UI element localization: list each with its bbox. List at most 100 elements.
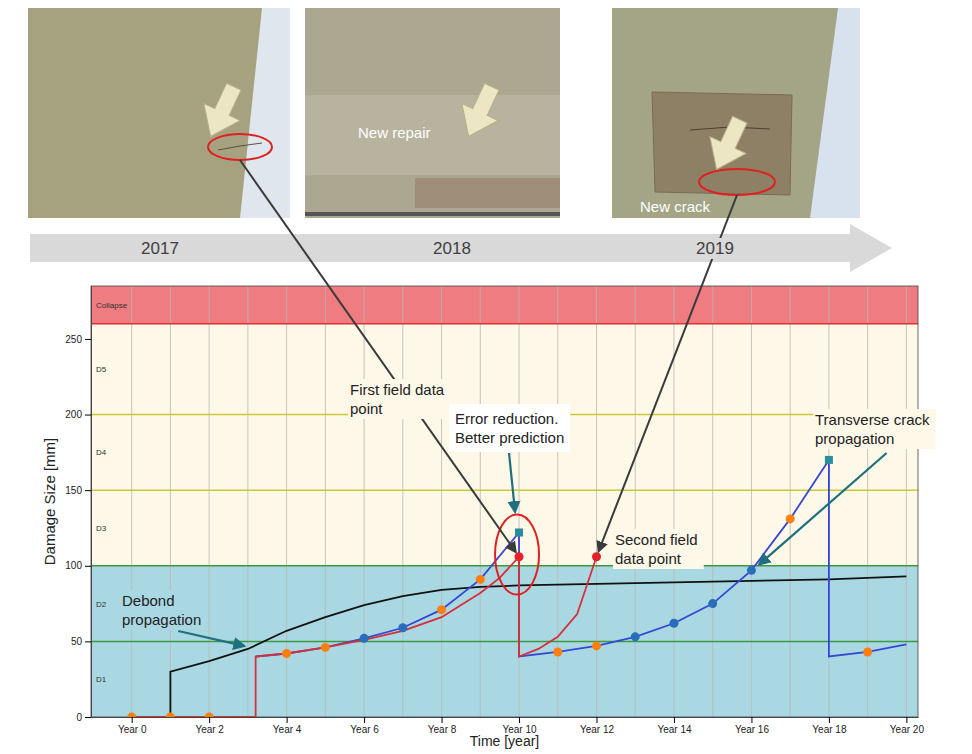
text-line: propagation xyxy=(815,430,894,447)
data-point xyxy=(398,623,407,632)
text-line: First field data xyxy=(350,381,448,398)
pointer-arrow xyxy=(450,78,509,145)
grid-line xyxy=(790,286,791,717)
y-tick: 100 xyxy=(65,560,91,571)
text-line: Better prediction xyxy=(455,429,564,446)
band-label: D5 xyxy=(96,365,107,374)
photo-band xyxy=(305,95,560,175)
x-tick: Year 12 xyxy=(580,717,615,735)
tick-label: Year 6 xyxy=(350,724,379,735)
x-tick: Year 6 xyxy=(350,717,379,735)
annotation-arrow xyxy=(509,453,515,512)
tick-label: Year 20 xyxy=(890,724,925,735)
tick-mark xyxy=(751,717,752,723)
highlight-ellipse xyxy=(699,169,775,195)
y-tick: 200 xyxy=(65,409,91,420)
grid-line xyxy=(170,286,171,717)
photo-caption: New repair xyxy=(358,124,431,141)
photo: New crack xyxy=(612,8,860,218)
y-tick: 0 xyxy=(76,712,91,723)
band xyxy=(91,286,918,324)
tick-mark xyxy=(442,717,443,723)
annotation-group: Second field data point xyxy=(613,529,704,569)
tick-label: Year 4 xyxy=(273,724,302,735)
figure: New repairNew crackD1D2D3D4D5CollapseYea… xyxy=(0,0,972,754)
annotation-group: Debond propagation xyxy=(120,590,203,630)
label-patch xyxy=(693,238,737,259)
label-patch xyxy=(430,238,474,259)
text-line: propagation xyxy=(122,611,201,628)
grid-line xyxy=(751,286,752,717)
tick-label: Year 18 xyxy=(812,724,847,735)
tick-mark xyxy=(85,566,91,567)
timeline-label: 2017 xyxy=(141,239,179,258)
data-point xyxy=(669,619,678,628)
grid-line xyxy=(635,286,636,717)
text-line: Transverse crack xyxy=(815,411,934,428)
annotation: Transverse crack propagation xyxy=(815,411,934,447)
timeline-label-group: 2017 xyxy=(138,238,182,259)
annotation: First field data point xyxy=(350,381,448,417)
photo-bg xyxy=(612,8,860,218)
tick-mark xyxy=(364,717,365,723)
plot-frame xyxy=(91,286,918,717)
connector-arrow xyxy=(240,160,516,552)
timeline-label-group: 2018 xyxy=(430,238,474,259)
grid-line xyxy=(131,286,132,717)
photo-crack xyxy=(218,143,262,150)
data-point xyxy=(592,641,601,650)
data-point xyxy=(631,632,640,641)
y-axis: 050100150200250 xyxy=(65,287,91,723)
tick-mark xyxy=(85,641,91,642)
data-point xyxy=(515,552,524,561)
series-line xyxy=(132,557,597,717)
text-line: Debond xyxy=(122,592,179,609)
label-patch xyxy=(348,379,450,419)
grid-line xyxy=(325,286,326,717)
highlight-ellipse xyxy=(495,515,539,595)
annotation-group: First field data point xyxy=(348,379,450,419)
timeline-label-group: 2019 xyxy=(693,238,737,259)
timeline-labels: 2017 2018 2019 xyxy=(138,238,737,259)
tick-mark xyxy=(85,717,91,718)
data-point xyxy=(708,599,717,608)
annotation-group: Transverse crack propagation xyxy=(813,409,936,449)
annotation-box xyxy=(449,404,570,452)
photo-bg xyxy=(305,8,560,218)
y-tick: 250 xyxy=(65,334,91,345)
data-point xyxy=(786,514,795,523)
data-point xyxy=(321,643,330,652)
pointer-arrow xyxy=(698,111,757,178)
tick-label: 100 xyxy=(65,560,82,571)
thresholds xyxy=(91,324,918,642)
timeline-label: 2019 xyxy=(696,239,734,258)
threshold-line xyxy=(91,489,918,491)
photo xyxy=(28,8,290,218)
grid xyxy=(132,286,907,717)
annotation: Error reduction. Better prediction xyxy=(455,410,564,446)
grid-line xyxy=(441,286,442,717)
data-point xyxy=(863,647,872,656)
bands xyxy=(91,286,918,717)
label-patch xyxy=(138,238,182,259)
grid-line xyxy=(906,286,907,717)
y-axis-line xyxy=(91,287,92,718)
grid-line xyxy=(673,286,674,717)
x-axis-title: Time [year] xyxy=(470,733,540,749)
tick-mark xyxy=(596,717,597,723)
tick-label: Year 14 xyxy=(657,724,692,735)
band xyxy=(91,490,918,566)
band-label: D3 xyxy=(96,524,107,533)
tick-label: 200 xyxy=(65,409,82,420)
data-point xyxy=(127,713,136,718)
annotation-arrow xyxy=(759,453,886,564)
tick-mark xyxy=(829,717,830,723)
tick-label: Year 8 xyxy=(428,724,457,735)
x-tick: Year 16 xyxy=(735,717,770,735)
marks xyxy=(127,456,906,717)
timeline-arrow xyxy=(30,224,892,272)
text-line: point xyxy=(350,400,383,417)
data-point xyxy=(825,456,833,464)
photo-sky xyxy=(240,8,290,218)
x-tick: Year 14 xyxy=(657,717,692,735)
